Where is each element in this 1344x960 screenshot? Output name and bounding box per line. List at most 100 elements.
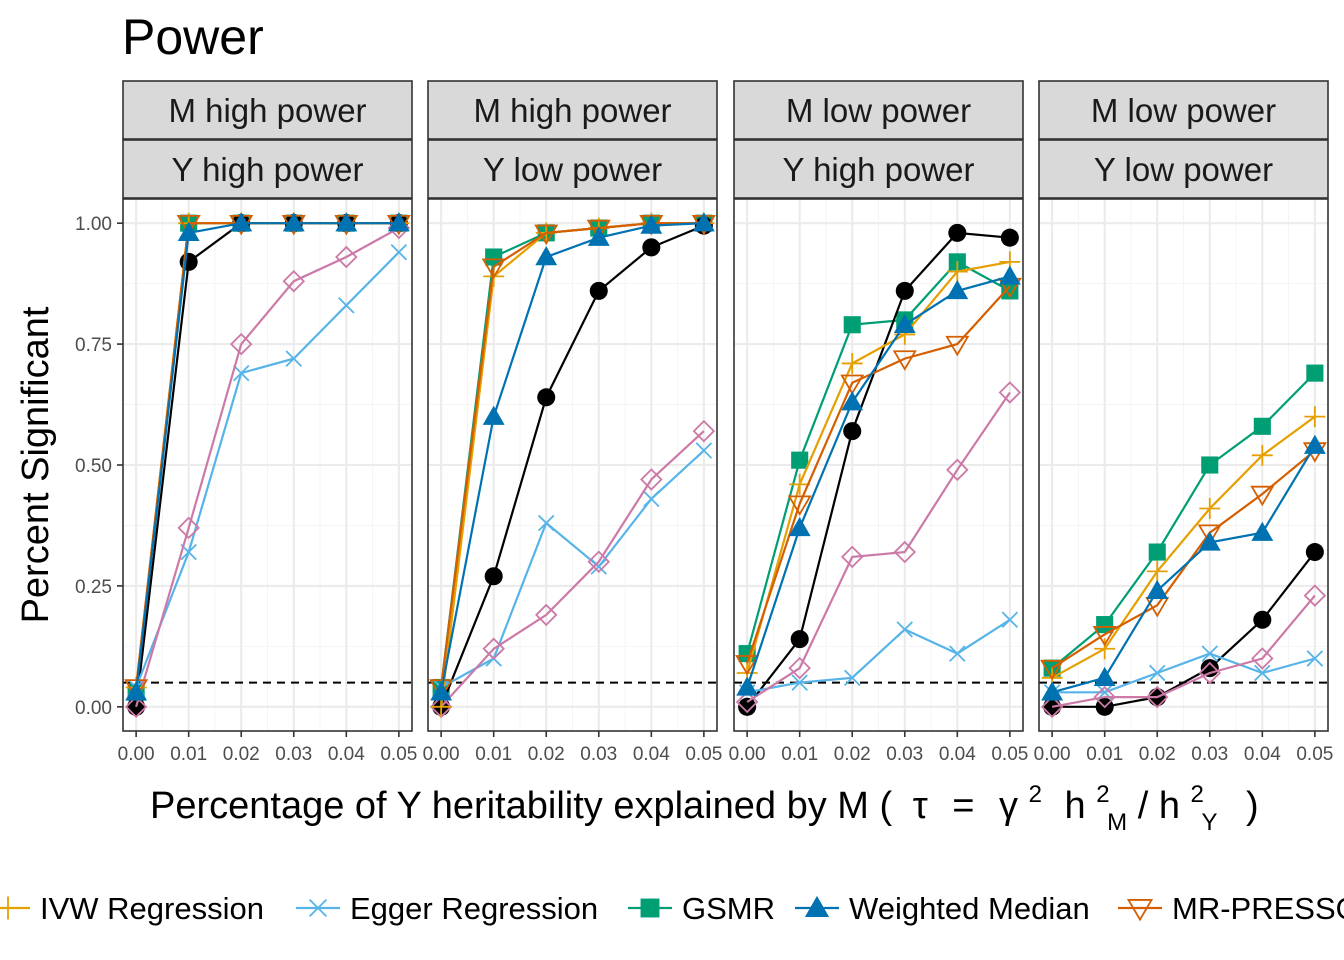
data-point-black — [642, 238, 661, 257]
data-point-black — [589, 281, 608, 300]
data-point-pink — [282, 269, 306, 293]
x-tick-label: 0.01 — [475, 744, 512, 765]
data-point-pink — [998, 381, 1022, 404]
data-point-wm — [587, 226, 610, 246]
y-tick-label: 0.25 — [75, 577, 112, 598]
data-point-egger — [1254, 664, 1271, 682]
data-point-pink — [1198, 661, 1222, 685]
data-point-gsmr — [843, 316, 861, 334]
panel-border — [427, 198, 718, 732]
data-point-black — [484, 567, 503, 586]
legend-item-press: MR-PRESSO — [1118, 891, 1344, 926]
strip-top-box — [427, 80, 718, 140]
data-point-egger — [1148, 664, 1166, 682]
series-line-egger — [746, 618, 1011, 694]
series-line-ivw — [746, 260, 1011, 674]
series-wm — [736, 265, 1021, 696]
data-point-pink — [840, 545, 864, 569]
data-point-egger — [791, 674, 808, 691]
series-pink — [735, 381, 1022, 714]
panel-border — [1038, 198, 1329, 732]
data-point-pink — [788, 656, 811, 680]
data-point-black — [537, 388, 556, 407]
legend-item-wm: Weighted Median — [795, 891, 1090, 926]
data-point-pink — [534, 603, 558, 627]
data-point-pink — [1251, 647, 1274, 670]
strip-top-box — [1038, 80, 1329, 140]
data-point-pink — [692, 419, 716, 443]
strip-bottom-label: Y low power — [483, 151, 662, 188]
legend-label: Weighted Median — [849, 891, 1090, 926]
data-point-gsmr — [1306, 364, 1324, 382]
data-point-wm — [946, 279, 969, 300]
series-black — [738, 223, 1019, 716]
data-point-egger — [338, 297, 355, 314]
series-line-pink — [746, 391, 1011, 703]
data-point-wm — [893, 313, 916, 333]
data-point-black — [948, 223, 967, 242]
series-line-press — [440, 222, 704, 688]
data-point-egger — [1001, 611, 1019, 629]
data-point-black — [790, 630, 809, 649]
data-point-gsmr — [1253, 417, 1271, 435]
x-tick-label: 0.02 — [223, 744, 260, 765]
facet-panels: M high power Y high power 0.00 0.01 0.02 0.03… — [75, 80, 1333, 765]
data-point-black — [843, 422, 862, 441]
data-point-press — [124, 679, 149, 700]
x-tick-label: 0.04 — [1244, 744, 1281, 765]
data-point-black — [1000, 228, 1019, 247]
facet-panel-3: M low power Y high power 0.00 0.01 0.02 0.03 0… — [729, 80, 1028, 765]
series-line-black — [440, 224, 705, 708]
data-point-pink — [1040, 695, 1064, 719]
y-tick-label: 0.50 — [75, 456, 112, 477]
series-wm — [430, 212, 715, 701]
x-tick-label: 0.04 — [328, 744, 365, 765]
series-line-ivw — [1051, 415, 1316, 679]
series-line-wm — [1051, 445, 1316, 694]
series-line-press — [746, 285, 1011, 664]
legend-label: Egger Regression — [350, 891, 598, 926]
data-point-wm — [482, 405, 505, 425]
x-tick-label: 0.01 — [781, 744, 818, 765]
legend-item-egger: Egger Regression — [296, 891, 598, 926]
data-point-press — [840, 374, 865, 396]
y-tick-label: 1.00 — [75, 214, 112, 235]
data-point-gsmr — [1201, 456, 1219, 474]
data-point-ivw — [1304, 406, 1326, 428]
data-point-press — [1250, 485, 1275, 507]
data-point-wm — [125, 681, 148, 701]
y-tick-label: 0.00 — [75, 698, 112, 719]
series-pink — [1040, 584, 1327, 719]
data-point-ivw — [841, 352, 863, 374]
data-point-pink — [735, 690, 759, 714]
data-point-gsmr — [791, 451, 809, 469]
series-line-wm — [135, 222, 399, 693]
data-point-black — [895, 281, 914, 300]
x-tick-label: 0.05 — [685, 744, 722, 765]
x-tick-label: 0.00 — [1034, 744, 1071, 765]
panel-border — [733, 198, 1024, 732]
data-point-pink — [124, 695, 148, 719]
data-point-egger — [1306, 650, 1324, 667]
data-point-wm — [282, 212, 305, 232]
data-point-pink — [335, 245, 358, 269]
data-point-pink — [1145, 685, 1169, 709]
data-point-ivw — [1094, 638, 1116, 660]
series-line-gsmr — [746, 260, 1011, 654]
y-axis-title: Percent Significant — [15, 306, 57, 623]
data-point-egger — [896, 621, 914, 638]
series-pink — [429, 419, 716, 719]
x-tick-label: 0.02 — [834, 744, 871, 765]
x-tick-label: 0.03 — [1191, 744, 1228, 765]
series-line-pink — [440, 430, 705, 708]
data-point-ivw — [1199, 498, 1221, 519]
data-point-wm — [1198, 531, 1221, 551]
x-tick-label: 0.00 — [118, 744, 155, 765]
series-line-gsmr — [1051, 372, 1316, 669]
data-point-ivw — [1146, 560, 1168, 582]
data-point-press — [1197, 524, 1222, 545]
data-point-gsmr — [1001, 282, 1019, 300]
data-point-egger — [843, 669, 861, 687]
series-egger — [738, 611, 1019, 701]
